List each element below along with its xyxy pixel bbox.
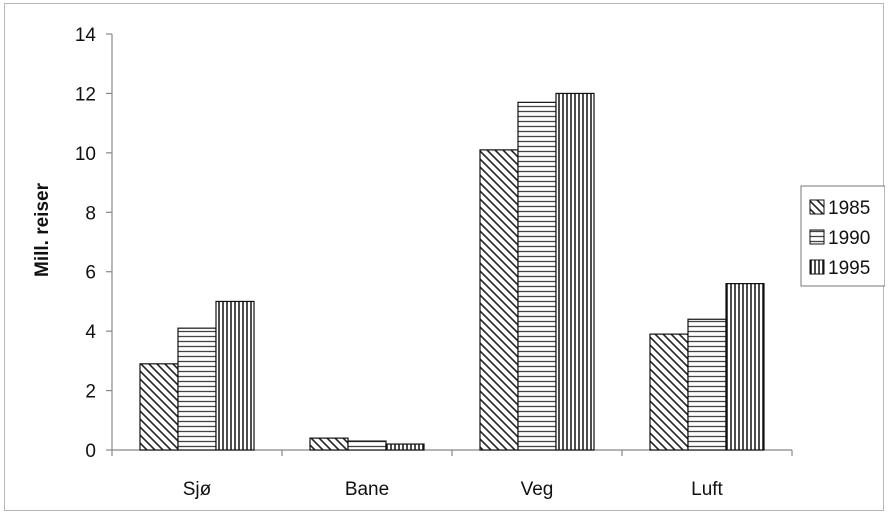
y-tick-label: 8 bbox=[85, 203, 96, 224]
bar-1995-2 bbox=[555, 92, 595, 451]
bar-1985-2 bbox=[479, 149, 519, 451]
y-axis-title: Mill. reiser bbox=[32, 182, 53, 277]
bar-1990-2 bbox=[517, 101, 557, 451]
bars bbox=[139, 92, 765, 451]
y-tick-label: 2 bbox=[85, 382, 96, 403]
legend-swatch bbox=[809, 229, 825, 245]
bar-1985-1 bbox=[309, 437, 349, 451]
bar-1985-0 bbox=[139, 363, 179, 451]
y-tick-label: 14 bbox=[75, 25, 97, 46]
bar-1995-3 bbox=[725, 283, 765, 451]
chart-frame: Mill. reiser 0 2 4 6 8 10 12 14 Sjø Bane Veg Luft … bbox=[4, 3, 885, 511]
y-tick-label: 6 bbox=[85, 263, 96, 284]
x-ticks: Sjø Bane Veg Luft bbox=[111, 450, 793, 500]
legend-swatch bbox=[809, 259, 825, 275]
y-axis-title-group: Mill. reiser bbox=[32, 182, 53, 277]
y-tick-label: 4 bbox=[85, 322, 96, 343]
x-category-label: Veg bbox=[521, 479, 554, 500]
y-tick-label: 0 bbox=[85, 441, 96, 462]
bar-1995-1 bbox=[385, 443, 425, 451]
legend: 1985 1990 1995 bbox=[800, 185, 885, 287]
bar-1990-0 bbox=[177, 327, 217, 451]
legend-swatch bbox=[809, 199, 825, 215]
legend-label: 1985 bbox=[828, 198, 870, 219]
y-tick-label: 12 bbox=[75, 84, 96, 105]
y-ticks: 0 2 4 6 8 10 12 14 bbox=[75, 25, 112, 462]
x-category-label: Luft bbox=[691, 479, 723, 500]
x-category-label: Sjø bbox=[183, 479, 212, 500]
bar-1985-3 bbox=[649, 333, 689, 451]
bar-1990-3 bbox=[687, 318, 727, 451]
x-category-label: Bane bbox=[345, 479, 389, 500]
bar-1995-0 bbox=[215, 300, 255, 451]
bar-1990-1 bbox=[347, 440, 387, 451]
legend-label: 1995 bbox=[828, 258, 870, 279]
y-tick-label: 10 bbox=[75, 144, 96, 165]
legend-label: 1990 bbox=[828, 228, 870, 249]
